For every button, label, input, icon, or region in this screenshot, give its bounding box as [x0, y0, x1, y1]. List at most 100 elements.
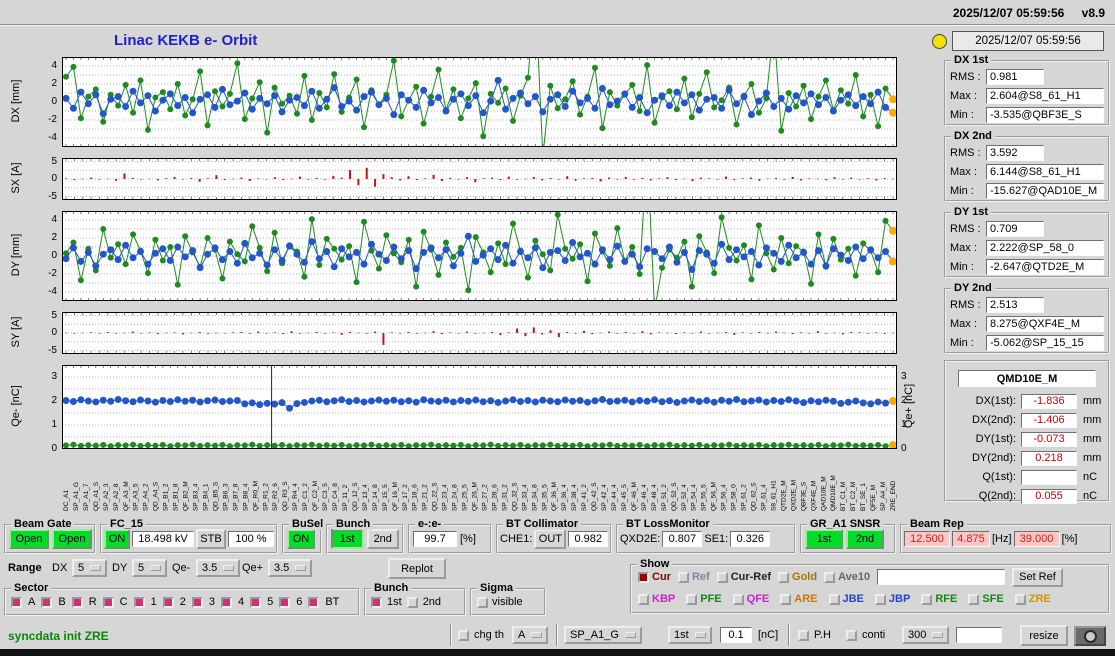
gr-snsr-2nd-button[interactable]: 2nd	[846, 529, 884, 549]
beam-rep-duty: 39.000	[1013, 531, 1060, 547]
max-label: Max :	[950, 90, 977, 102]
threshold-value[interactable]: 0.1	[720, 627, 752, 643]
conti-checkbox[interactable]	[846, 630, 857, 641]
show-gold-label: Gold	[792, 571, 818, 583]
ph-checkbox[interactable]	[798, 630, 809, 641]
fc15-on-button[interactable]: ON	[104, 529, 130, 549]
show-qfe-checkbox[interactable]	[732, 593, 744, 605]
svg-text:SP_27_2: SP_27_2	[481, 484, 488, 511]
beam-gate-open-2-button[interactable]: Open	[52, 529, 92, 549]
svg-text:QD_12_S: QD_12_S	[352, 482, 359, 511]
device-select[interactable]: SP_A1_G	[564, 626, 642, 644]
sector-2-checkbox[interactable]	[162, 596, 174, 608]
show-ave10-checkbox[interactable]	[824, 571, 836, 583]
sector-a-checkbox[interactable]	[11, 596, 22, 608]
show-cur-ref-checkbox[interactable]	[716, 571, 728, 583]
range-dy-select[interactable]: 5	[132, 559, 168, 577]
show-kbp-checkbox[interactable]	[638, 593, 649, 605]
svg-text:QF_56_M: QF_56_M	[711, 482, 718, 511]
show-sfe-checkbox[interactable]	[968, 593, 980, 605]
busel-title: BuSel	[289, 518, 327, 530]
rep-count-select[interactable]: 300	[902, 626, 950, 644]
show-cur-checkbox[interactable]	[638, 571, 649, 583]
svg-text:QD_A4_S: QD_A4_S	[153, 481, 160, 511]
show-jbe-checkbox[interactable]	[828, 593, 840, 605]
che1-state-button[interactable]: OUT	[534, 529, 567, 549]
bunch-1st-checkbox[interactable]	[371, 596, 382, 608]
min-label: Min :	[950, 261, 974, 273]
svg-text:SP_25_5: SP_25_5	[462, 484, 469, 511]
sector-3-checkbox[interactable]	[191, 596, 203, 608]
y-tick-label: 1	[51, 419, 57, 430]
sigma-visible-checkbox[interactable]	[477, 596, 488, 608]
svg-text:SP_A4_M: SP_A4_M	[880, 482, 887, 511]
camera-icon[interactable]	[1074, 626, 1106, 646]
busel-on-button[interactable]: ON	[287, 529, 315, 549]
se1-label: SE1:	[704, 533, 729, 545]
show-are-checkbox[interactable]	[780, 593, 792, 605]
mode-select[interactable]: A	[512, 626, 549, 644]
bunch-2nd-checkbox[interactable]	[406, 596, 418, 608]
sigma-title: Sigma	[477, 582, 517, 594]
svg-text:SP_B1_2: SP_B1_2	[163, 483, 170, 511]
max-value: 2.222@SP_58_0	[986, 240, 1104, 256]
bottom-bar	[0, 649, 1115, 656]
sector-4-checkbox[interactable]	[220, 596, 232, 608]
show-rfe-label: RFE	[935, 593, 958, 605]
set-ref-button[interactable]: Set Ref	[1012, 567, 1063, 587]
range-dx-select[interactable]: 5	[72, 559, 108, 577]
fc15-stb-button[interactable]: STB	[196, 529, 226, 549]
bunch-select-title: Bunch	[333, 518, 374, 530]
svg-text:BT_SE_1: BT_SE_1	[860, 483, 867, 511]
y-tick-label: -2	[48, 114, 57, 125]
y-tick-label: 4	[51, 60, 57, 71]
svg-text:SP_28_6: SP_28_6	[491, 484, 498, 511]
bunch-1st-button[interactable]: 1st	[331, 529, 364, 549]
show-sfe-label: SFE	[982, 593, 1004, 605]
ref-name-input[interactable]	[877, 569, 1006, 585]
min-value: -5.062@SP_15_15	[986, 335, 1104, 351]
y-tick-label: 2	[51, 78, 57, 89]
show-gold-checkbox[interactable]	[778, 571, 790, 583]
svg-text:SP_33_4: SP_33_4	[521, 484, 528, 511]
sector-b-checkbox[interactable]	[41, 596, 53, 608]
bunch-2nd-button[interactable]: 2nd	[366, 529, 399, 549]
sector-6-checkbox[interactable]	[279, 596, 291, 608]
beam-rep-title: Beam Rep	[907, 518, 967, 530]
ee-ratio-value: 99.7	[413, 531, 457, 547]
monitor-row-unit: mm	[1083, 452, 1102, 464]
sector-group: Sector A B R C 1 2 3 4 5 6 BT	[4, 582, 360, 616]
sector-5-checkbox[interactable]	[250, 596, 262, 608]
show-jbp-checkbox[interactable]	[874, 593, 886, 605]
stat-group-title: DY 1st	[951, 206, 992, 218]
beam-gate-open-1-button[interactable]: Open	[9, 529, 49, 549]
monitor-row-label: DX(1st):	[975, 395, 1016, 407]
gr-snsr-1st-button[interactable]: 1st	[805, 529, 843, 549]
monitor-row-unit: mm	[1083, 395, 1102, 407]
sector-1-checkbox[interactable]	[133, 596, 145, 608]
separator	[788, 624, 790, 646]
range-qem-select[interactable]: 3.5	[196, 559, 241, 577]
status-lamp-icon	[932, 34, 947, 49]
chg-th-checkbox[interactable]	[458, 630, 469, 641]
svg-text:SP_B6_3: SP_B6_3	[222, 483, 229, 511]
bunch-select[interactable]: 1st	[668, 626, 712, 644]
sector-c-checkbox[interactable]	[102, 596, 114, 608]
show-zre-checkbox[interactable]	[1014, 593, 1026, 605]
selected-magnet-panel: QMD10E_M DX(1st): -1.836 mm DX(2nd): -1.406…	[944, 360, 1110, 504]
svg-text:SP_42_4: SP_42_4	[601, 484, 608, 511]
resize-button[interactable]: resize	[1020, 625, 1068, 646]
sector-b-label: B	[58, 596, 66, 608]
svg-text:SP_45_5: SP_45_5	[621, 484, 628, 511]
sector-bt-checkbox[interactable]	[308, 596, 320, 608]
chart-dx	[62, 57, 897, 147]
sector-4-label: 4	[237, 596, 245, 608]
sector-r-checkbox[interactable]	[71, 596, 83, 608]
show-rfe-checkbox[interactable]	[921, 593, 933, 605]
show-ref-checkbox[interactable]	[677, 571, 689, 583]
replot-button[interactable]: Replot	[388, 558, 446, 579]
svg-text:SP_11_2: SP_11_2	[342, 484, 349, 511]
show-pfe-checkbox[interactable]	[686, 593, 698, 605]
range-qep-select[interactable]: 3.5	[268, 559, 313, 577]
